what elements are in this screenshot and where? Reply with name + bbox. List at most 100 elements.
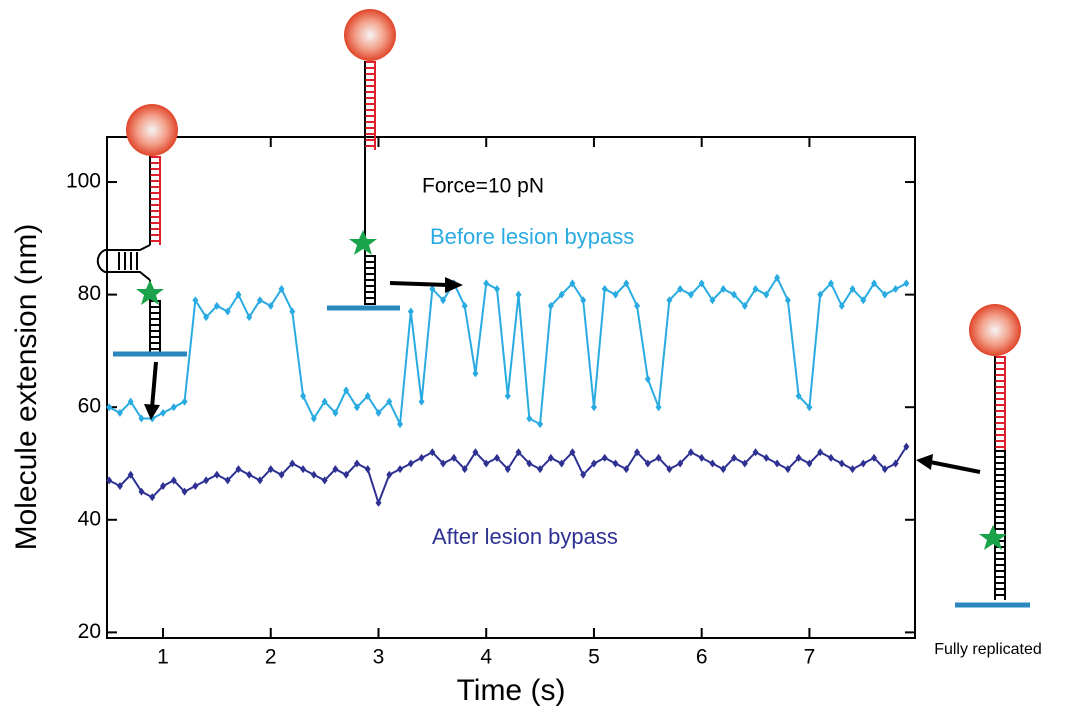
data-point [170, 403, 177, 412]
data-point [795, 453, 802, 462]
data-point [203, 476, 210, 485]
data-point [160, 482, 167, 491]
data-point [838, 459, 845, 468]
data-point [213, 301, 220, 310]
data-point [731, 453, 738, 462]
y-tick-label: 40 [78, 507, 101, 530]
data-point [547, 453, 554, 462]
data-point [590, 403, 597, 412]
data-point [418, 453, 425, 462]
y-tick-label: 60 [78, 395, 101, 418]
data-point [644, 375, 651, 384]
data-point [321, 476, 328, 485]
data-point [407, 459, 414, 468]
data-point [353, 459, 360, 468]
data-point [461, 465, 468, 474]
data-point [634, 448, 641, 457]
data-point [267, 465, 274, 474]
data-point [246, 470, 253, 479]
data-point [375, 498, 382, 507]
data-point [300, 465, 307, 474]
data-point [289, 459, 296, 468]
dna-diagram [327, 9, 463, 311]
y-tick-label: 100 [66, 170, 101, 193]
data-point [246, 313, 253, 322]
data-point [827, 453, 834, 462]
data-point [623, 465, 630, 474]
data-point [558, 290, 565, 299]
data-point [903, 442, 910, 451]
data-point [278, 284, 285, 293]
data-point [677, 459, 684, 468]
data-point [720, 465, 727, 474]
data-point [450, 453, 457, 462]
data-point [849, 465, 856, 474]
data-point [806, 459, 813, 468]
data-point [881, 465, 888, 474]
data-point [343, 470, 350, 479]
data-point [526, 414, 533, 423]
x-axis-label: Time (s) [457, 674, 566, 707]
data-point [547, 301, 554, 310]
data-point [698, 279, 705, 288]
data-point [429, 448, 436, 457]
data-point [752, 284, 759, 293]
data-point [440, 296, 447, 305]
data-point [871, 279, 878, 288]
data-point [709, 296, 716, 305]
data-point [774, 273, 781, 282]
data-point [127, 397, 134, 406]
data-point [601, 453, 608, 462]
data-point [493, 453, 500, 462]
data-point [720, 284, 727, 293]
data-point [634, 301, 641, 310]
data-point [612, 459, 619, 468]
x-tick-label: 2 [265, 646, 277, 669]
data-point [892, 284, 899, 293]
x-tick-label: 1 [157, 646, 169, 669]
data-point [397, 465, 404, 474]
data-point [472, 448, 479, 457]
data-point [224, 476, 231, 485]
data-point [332, 465, 339, 474]
data-point [763, 453, 770, 462]
x-tick-label: 3 [373, 646, 385, 669]
data-point [515, 290, 522, 299]
data-point [731, 290, 738, 299]
data-point [871, 453, 878, 462]
data-point [321, 397, 328, 406]
data-point [429, 284, 436, 293]
data-point [655, 453, 662, 462]
data-point [827, 279, 834, 288]
data-point [289, 307, 296, 316]
legend-label: After lesion bypass [432, 524, 618, 549]
data-point [235, 290, 242, 299]
data-point [860, 296, 867, 305]
data-point [784, 465, 791, 474]
data-point [644, 459, 651, 468]
data-point [752, 448, 759, 457]
data-point [224, 307, 231, 316]
data-point [127, 470, 134, 479]
data-point [741, 459, 748, 468]
plot-frame [106, 136, 916, 639]
data-point [623, 279, 630, 288]
data-point [343, 386, 350, 395]
data-point [116, 408, 123, 417]
data-point [795, 391, 802, 400]
annotation: Fully replicated [934, 641, 1042, 658]
data-point [364, 465, 371, 474]
data-point [138, 487, 145, 496]
data-point [332, 408, 339, 417]
data-point [903, 279, 910, 288]
data-point [504, 391, 511, 400]
data-point [181, 487, 188, 496]
data-point [537, 420, 544, 429]
y-tick-label: 80 [78, 282, 101, 305]
data-point [774, 459, 781, 468]
data-point [106, 403, 113, 412]
data-point [181, 397, 188, 406]
y-axis-label: Molecule extension (nm) [10, 224, 43, 551]
data-point [677, 284, 684, 293]
